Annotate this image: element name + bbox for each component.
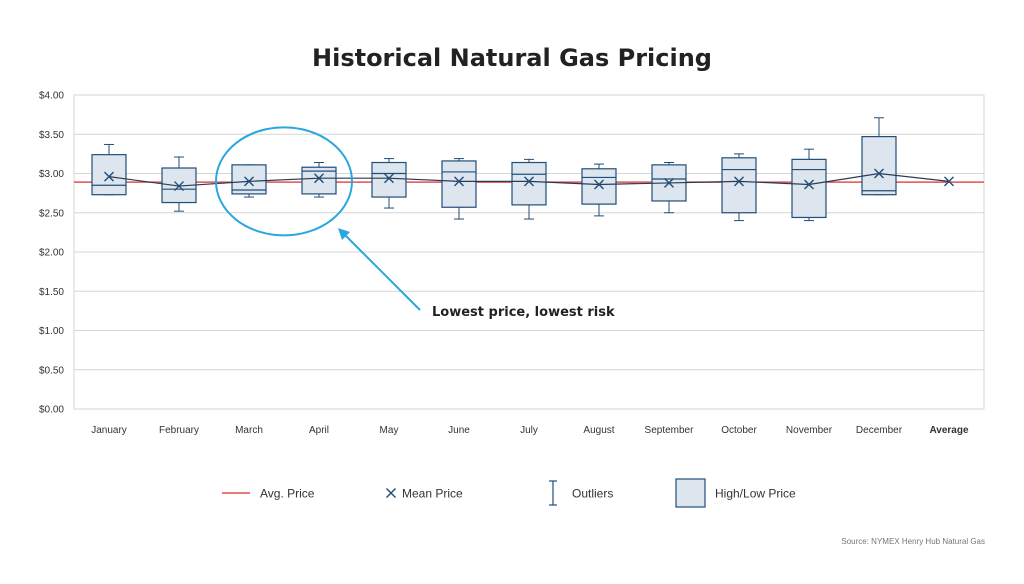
mean-marker <box>664 177 674 188</box>
y-tick-label: $3.50 <box>39 130 64 141</box>
box-body <box>511 161 547 206</box>
mean-marker-stroke <box>454 176 464 187</box>
box-body <box>91 154 127 196</box>
y-tick-label: $1.50 <box>39 287 64 298</box>
box-april <box>301 162 337 198</box>
mean-marker-stroke <box>804 179 814 190</box>
legend-item-highlow: High/Low Price <box>675 478 796 508</box>
mean-marker-stroke <box>874 168 884 179</box>
y-tick-label: $0.50 <box>39 365 64 376</box>
x-tick-label: October <box>721 425 757 436</box>
x-tick-label: January <box>91 425 127 436</box>
box-may <box>371 158 407 209</box>
source-note: Source: NYMEX Henry Hub Natural Gas <box>841 537 985 546</box>
y-tick-label: $1.00 <box>39 326 64 337</box>
mean-marker <box>524 176 534 187</box>
x-tick-label: September <box>645 425 695 436</box>
box-november <box>791 148 827 222</box>
mean-marker-stroke <box>944 176 954 187</box>
x-tick-label: April <box>309 425 329 436</box>
highlight-ellipse <box>215 126 353 237</box>
box-body <box>371 161 407 198</box>
mean-marker-stroke <box>244 176 254 187</box>
x-tick-label: Average <box>929 425 969 436</box>
mean-marker <box>454 176 464 187</box>
mean-marker <box>734 176 744 187</box>
legend-highlow-swatch <box>675 478 706 508</box>
box-body <box>581 168 617 205</box>
mean-marker <box>174 181 184 192</box>
annotation-text: Lowest price, lowest risk <box>432 305 615 320</box>
box-september <box>651 162 687 214</box>
x-tick-label: February <box>159 425 199 436</box>
annotation-arrow-head <box>338 228 350 240</box>
box-body <box>441 160 477 208</box>
y-axis-ticks: $0.00 $0.50 $1.00 $1.50 $2.00 $2.50 $3.00 $3.50… <box>39 91 64 416</box>
x-tick-label: March <box>235 425 263 436</box>
legend-item-outliers: Outliers <box>549 480 613 506</box>
x-tick-label: June <box>448 425 470 436</box>
annotation-layer: Lowest price, lowest risk <box>215 126 615 320</box>
mean-marker <box>384 173 394 184</box>
box-august <box>581 163 617 217</box>
y-tick-label: $4.00 <box>39 91 64 102</box>
legend-label: Outliers <box>572 487 613 501</box>
mean-marker <box>944 176 954 187</box>
box-october <box>721 153 757 222</box>
y-tick-label: $0.00 <box>39 405 64 416</box>
mean-marker <box>314 173 324 184</box>
legend-label: High/Low Price <box>715 487 796 501</box>
box-march <box>231 164 267 198</box>
x-axis-ticks: January February March April May June July Augu… <box>91 425 969 436</box>
x-tick-label: November <box>786 425 833 436</box>
mean-marker-stroke <box>384 173 394 184</box>
box-december <box>861 117 897 196</box>
box-body <box>791 158 827 219</box>
mean-marker <box>874 168 884 179</box>
mean-marker-stroke <box>174 181 184 192</box>
legend-mean-swatch <box>386 488 396 498</box>
mean-marker-stroke <box>524 176 534 187</box>
legend-label: Mean Price <box>402 487 463 501</box>
mean-marker <box>104 171 114 182</box>
box-body <box>231 164 267 195</box>
mean-marker-stroke <box>314 173 324 184</box>
mean-marker-stroke <box>734 176 744 187</box>
annotation-arrow-shaft <box>342 232 421 311</box>
box-january <box>91 143 127 196</box>
mean-marker-stroke <box>664 177 674 188</box>
x-tick-label: May <box>380 425 399 436</box>
y-tick-label: $2.50 <box>39 208 64 219</box>
mean-marker-stroke <box>104 171 114 182</box>
mean-marker <box>594 179 604 190</box>
box-body <box>721 157 757 214</box>
chart-title: Historical Natural Gas Pricing <box>312 44 712 72</box>
mean-layer <box>104 168 954 192</box>
box-layer <box>91 117 897 222</box>
mean-marker-stroke <box>594 179 604 190</box>
box-june <box>441 158 477 220</box>
legend-item-mean: Mean Price <box>386 487 463 501</box>
legend-item-avg: Avg. Price <box>222 487 315 501</box>
legend: Avg. Price Mean Price Outliers High/Low Pri… <box>222 478 796 508</box>
grid-layer <box>73 94 985 410</box>
box-july <box>511 158 547 220</box>
box-body <box>861 136 897 196</box>
y-tick-label: $3.00 <box>39 169 64 180</box>
x-tick-label: July <box>520 425 538 436</box>
legend-label: Avg. Price <box>260 487 315 501</box>
y-tick-label: $2.00 <box>39 248 64 259</box>
mean-marker <box>244 176 254 187</box>
x-tick-label: December <box>856 425 903 436</box>
mean-marker <box>804 179 814 190</box>
x-tick-label: August <box>583 425 614 436</box>
